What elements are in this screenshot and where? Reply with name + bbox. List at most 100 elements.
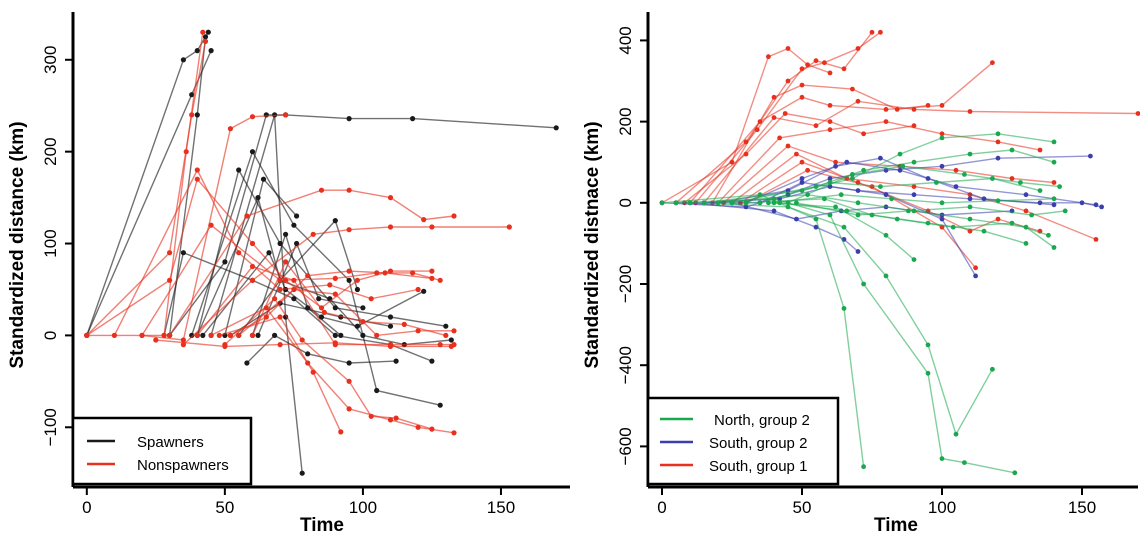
right-data-point	[687, 200, 693, 206]
right-series-line	[773, 193, 1055, 204]
left-data-point	[346, 360, 352, 366]
right-data-point	[799, 94, 805, 100]
left-data-point	[338, 332, 344, 338]
right-x-tick-label: 50	[793, 498, 812, 517]
left-data-point	[277, 342, 283, 348]
left-data-point	[244, 360, 250, 366]
left-data-point	[451, 213, 457, 219]
left-data-point	[443, 332, 449, 338]
right-data-point	[939, 103, 945, 108]
right-data-point	[995, 155, 1001, 161]
right-data-point	[822, 196, 827, 202]
right-data-point	[906, 208, 911, 214]
right-data-point	[1029, 212, 1034, 218]
right-data-point	[1023, 192, 1029, 198]
left-data-point	[368, 413, 374, 419]
right-data-point	[850, 172, 855, 177]
left-data-point	[161, 332, 167, 338]
right-data-point	[799, 66, 805, 72]
right-data-point	[1088, 153, 1093, 159]
left-data-point	[332, 332, 338, 338]
right-series-layer	[659, 29, 1140, 476]
left-data-point	[208, 48, 214, 54]
left-data-point	[111, 332, 117, 338]
legend-label-north-group-2: North, group 2	[714, 412, 810, 429]
left-data-point	[208, 332, 214, 338]
right-data-point	[911, 107, 917, 112]
left-data-point	[346, 378, 352, 384]
left-series-line	[246, 334, 397, 364]
left-data-point	[249, 240, 256, 247]
left-data-point	[216, 332, 222, 338]
left-data-point	[283, 112, 289, 118]
right-chart-panel: 0 50 100 150 −600 −400 −200 0 200 400 Time Standa…	[582, 12, 1140, 536]
left-series-15	[255, 240, 366, 338]
right-data-point	[799, 82, 805, 88]
right-data-point	[754, 127, 760, 133]
right-series-line	[787, 165, 1060, 204]
left-series-line	[141, 224, 441, 336]
right-data-point	[878, 29, 883, 35]
right-y-tick-label: −400	[616, 346, 635, 384]
left-series-line	[182, 226, 510, 346]
right-data-point	[777, 200, 782, 206]
right-data-point	[953, 184, 959, 190]
right-data-point	[973, 265, 978, 271]
right-data-point	[771, 200, 777, 206]
right-data-point	[841, 224, 847, 230]
right-series-line	[695, 31, 881, 204]
right-ticks: 0 50 100 150 −600 −400 −200 0 200 400	[616, 26, 1096, 517]
left-data-point	[299, 470, 305, 476]
right-data-point	[878, 184, 883, 190]
right-data-point	[1009, 147, 1015, 153]
right-data-point	[953, 431, 959, 437]
left-series-line	[230, 270, 432, 337]
left-data-point	[189, 92, 195, 98]
left-data-point	[437, 277, 443, 283]
left-data-point	[194, 112, 200, 118]
left-data-point	[429, 268, 435, 274]
right-data-point	[883, 232, 889, 238]
left-series-4	[167, 112, 559, 338]
right-series-28	[771, 192, 1057, 206]
left-series-16	[84, 38, 209, 338]
right-data-point	[967, 151, 973, 157]
right-data-point	[850, 86, 855, 92]
left-data-point	[451, 328, 457, 334]
left-data-point	[249, 149, 256, 155]
right-data-point	[827, 212, 833, 218]
right-data-point	[911, 184, 917, 190]
left-data-point	[277, 314, 283, 320]
right-series-21	[687, 200, 995, 437]
left-data-point	[283, 231, 289, 237]
right-data-point	[850, 176, 855, 181]
left-data-point	[415, 424, 421, 430]
left-data-point	[448, 337, 454, 343]
left-series-27	[222, 296, 435, 432]
left-data-point	[139, 332, 145, 338]
right-legend: North, group 2 South, group 2 South, gro…	[646, 396, 840, 486]
left-data-point	[429, 358, 435, 364]
left-data-point	[183, 149, 189, 155]
left-series-line	[191, 149, 441, 406]
left-series-line	[251, 260, 446, 337]
right-data-point	[673, 200, 679, 206]
left-data-point	[318, 187, 325, 193]
left-data-point	[393, 415, 399, 421]
left-data-point	[202, 34, 209, 40]
right-data-point	[939, 216, 945, 222]
right-y-tick-label: −200	[616, 265, 635, 303]
right-data-point	[799, 159, 805, 165]
right-data-point	[925, 103, 931, 108]
right-data-point	[813, 123, 819, 129]
left-data-point	[360, 305, 366, 311]
left-series-29	[249, 259, 449, 338]
right-data-point	[889, 196, 894, 202]
right-data-point	[995, 216, 1001, 222]
right-series-11	[682, 111, 917, 206]
left-data-point	[205, 29, 211, 35]
right-data-point	[855, 200, 861, 206]
left-data-point	[236, 250, 242, 256]
left-x-tick-label: 0	[82, 498, 91, 517]
